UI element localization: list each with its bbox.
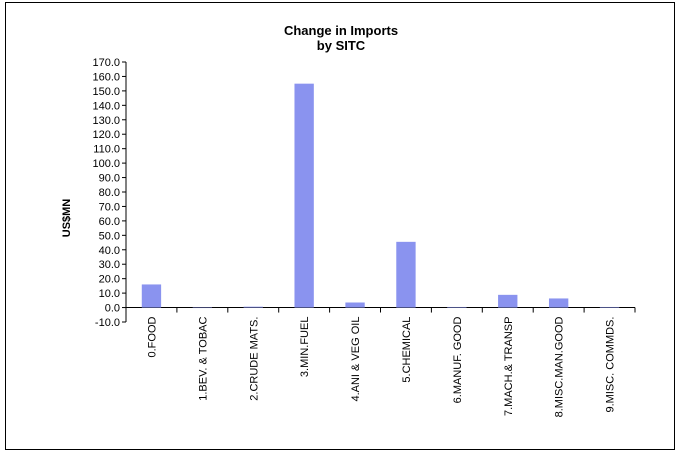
x-category-label: 3.MIN.FUEL — [299, 317, 311, 378]
chart-title-line-1: Change in Imports — [284, 23, 398, 38]
y-tick-label: 30.0 — [99, 259, 120, 271]
x-category-label: 6.MANUF. GOOD — [452, 317, 464, 404]
x-category-label: 2.CRUDE MATS. — [248, 317, 260, 401]
bar — [192, 307, 213, 309]
y-tick-label: 0.0 — [105, 303, 120, 315]
y-tick-label: 170.0 — [92, 57, 120, 69]
y-tick-label: 110.0 — [93, 144, 120, 156]
bar — [243, 306, 263, 308]
y-tick-label: 40.0 — [99, 245, 120, 257]
bar — [396, 241, 416, 308]
y-tick-label: 20.0 — [99, 274, 120, 286]
bar — [141, 284, 162, 308]
y-tick-label: 60.0 — [99, 216, 120, 228]
y-tick-label: 90.0 — [99, 173, 120, 185]
y-tick-label: -10.0 — [95, 317, 120, 329]
y-tick-label: 160.0 — [92, 71, 120, 83]
y-axis-label: US$MN — [61, 199, 73, 238]
x-category-label: 5.CHEMICAL — [401, 317, 413, 383]
bar — [599, 306, 620, 308]
y-tick-label: 120.0 — [92, 129, 120, 141]
plot-area: -10.0 0.0 10.0 20.0 30.0 40.0 50.0 60.0 70.0 80.0… — [92, 57, 636, 418]
x-category-label: 8.MISC.MAN.GOOD — [554, 317, 566, 418]
bar — [345, 302, 365, 308]
bar — [447, 306, 467, 308]
y-tick-label: 140.0 — [92, 100, 120, 112]
y-tick-label: 10.0 — [99, 288, 120, 300]
y-tick-label: 50.0 — [99, 230, 120, 242]
x-category-label: 9.MISC. COMMDS. — [605, 317, 617, 413]
chart-frame — [5, 2, 675, 450]
y-tick-label: 130.0 — [92, 115, 120, 127]
bar-chart: Change in Imports by SITC US$MN -10.0 0.0… — [61, 23, 636, 418]
y-tick-label: 150.0 — [92, 86, 120, 98]
x-category-label: 0.FOOD — [146, 317, 158, 358]
bar — [294, 83, 314, 308]
y-tick-label: 100.0 — [92, 158, 120, 170]
bar — [548, 298, 569, 308]
chart-title-line-2: by SITC — [317, 38, 366, 53]
x-category-label: 1.BEV. & TOBAC — [197, 317, 209, 401]
bar — [498, 294, 518, 308]
x-category-label: 7.MACH.& TRANSP — [503, 317, 515, 416]
y-tick-label: 80.0 — [99, 187, 120, 199]
y-tick-label: 70.0 — [99, 201, 120, 213]
x-category-label: 4.ANI & VEG OIL — [350, 317, 362, 402]
